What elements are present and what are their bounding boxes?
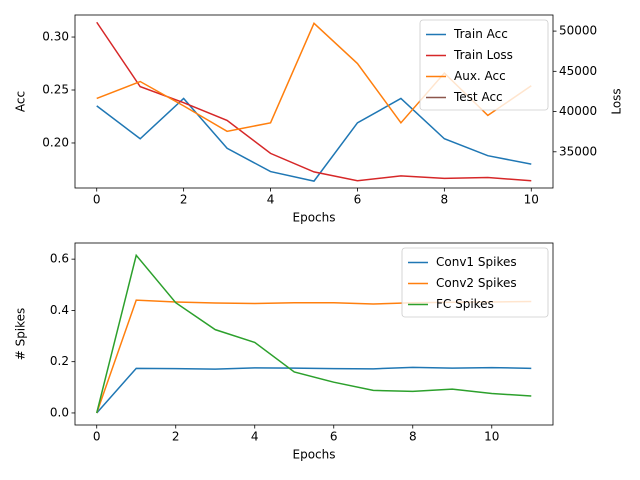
- x-tick-label: 10: [484, 430, 499, 444]
- y-tick-label: 0.25: [42, 83, 69, 97]
- x-tick-label: 2: [172, 430, 180, 444]
- legend-box: [419, 19, 549, 111]
- x-axis-label: Epochs: [293, 211, 336, 225]
- x-tick-label: 6: [354, 193, 362, 207]
- x-tick-label: 10: [524, 193, 539, 207]
- y-tick-label: 0.30: [42, 30, 69, 44]
- y-axis-label: # Spikes: [14, 308, 28, 361]
- y-tick-label: 0.6: [50, 252, 69, 266]
- legend-label: Test Acc: [453, 90, 503, 104]
- legend-label: Conv1 Spikes: [436, 255, 517, 269]
- legend-label: Train Loss: [453, 48, 513, 62]
- y2-tick-label: 40000: [559, 104, 597, 118]
- y-tick-label: 0.0: [50, 405, 69, 419]
- x-tick-label: 0: [93, 193, 101, 207]
- y-tick-label: 0.2: [50, 354, 69, 368]
- axes-frame: [74, 14, 554, 189]
- series-line: [96, 366, 532, 414]
- x-tick-label: 2: [180, 193, 188, 207]
- axes-frame: [74, 242, 554, 426]
- y2-tick-label: 50000: [559, 24, 597, 38]
- x-tick-label: 6: [330, 430, 338, 444]
- y2-axis-label: Loss: [610, 88, 624, 114]
- y2-tick-label: 35000: [559, 144, 597, 158]
- legend-label: Conv2 Spikes: [436, 276, 517, 290]
- x-tick-label: 8: [441, 193, 449, 207]
- x-tick-label: 0: [93, 430, 101, 444]
- y-tick-label: 0.20: [42, 135, 69, 149]
- x-tick-label: 4: [267, 193, 275, 207]
- x-tick-label: 4: [251, 430, 259, 444]
- y-tick-label: 0.4: [50, 303, 69, 317]
- legend-label: FC Spikes: [436, 297, 494, 311]
- series-line: [95, 253, 532, 414]
- x-axis-label: Epochs: [293, 448, 336, 462]
- legend-label: Train Acc: [453, 27, 508, 41]
- legend-box: [401, 247, 549, 318]
- y-axis-label: Acc: [14, 91, 28, 112]
- y2-tick-label: 45000: [559, 64, 597, 78]
- legend-label: Aux. Acc: [454, 69, 506, 83]
- x-tick-label: 8: [409, 430, 417, 444]
- series-line: [96, 97, 532, 182]
